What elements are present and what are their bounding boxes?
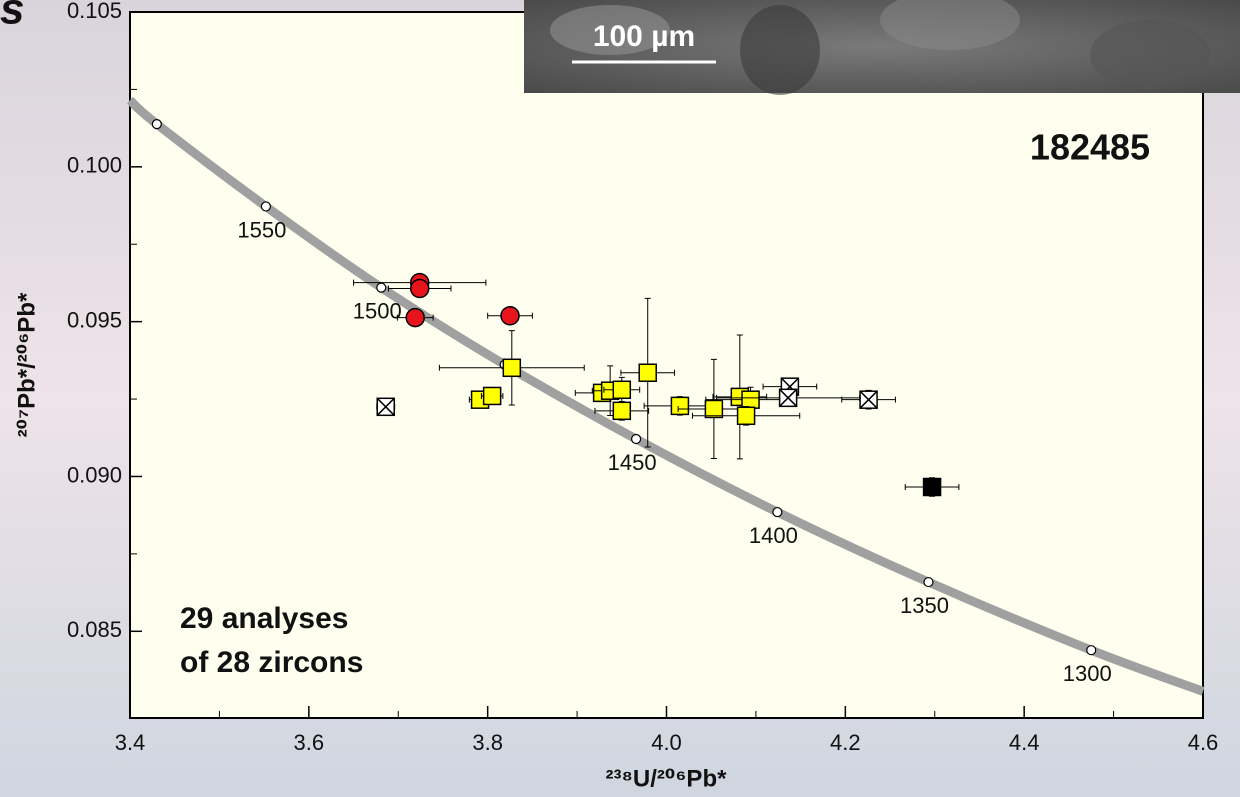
point-cross bbox=[779, 388, 798, 407]
x-tick-label: 4.0 bbox=[651, 730, 682, 755]
point bbox=[502, 358, 522, 378]
x-axis-title: ²³⁸U/²⁰⁶Pb* bbox=[606, 765, 728, 792]
point bbox=[612, 380, 632, 400]
point bbox=[612, 401, 632, 421]
x-tick-label: 4.6 bbox=[1188, 730, 1219, 755]
plot-area bbox=[129, 11, 1204, 719]
panel-letter: s bbox=[0, 0, 24, 34]
age-marker bbox=[260, 201, 272, 212]
x-tick-label: 3.4 bbox=[115, 730, 146, 755]
point bbox=[741, 390, 760, 409]
age-label: 1300 bbox=[1063, 661, 1112, 686]
sem-image: 100 µm bbox=[524, 0, 1240, 95]
point-cross bbox=[859, 390, 878, 409]
scale-bar-label: 100 µm bbox=[593, 20, 695, 53]
x-tick-label: 4.2 bbox=[830, 730, 861, 755]
age-label: 1500 bbox=[353, 298, 402, 323]
point bbox=[638, 363, 657, 382]
age-label: 1350 bbox=[900, 593, 949, 618]
age-label: 1400 bbox=[749, 523, 798, 548]
point bbox=[704, 399, 724, 419]
x-tick-label: 4.4 bbox=[1009, 730, 1040, 755]
image-texture bbox=[880, 0, 1020, 50]
y-tick-label: 0.090 bbox=[67, 462, 122, 487]
annotation: 29 analyses bbox=[180, 602, 348, 635]
point bbox=[922, 477, 942, 497]
x-tick-label: 3.8 bbox=[472, 730, 503, 755]
age-label: 1450 bbox=[608, 450, 657, 475]
age-marker bbox=[630, 433, 642, 445]
age-marker bbox=[923, 576, 934, 588]
point-cross bbox=[376, 397, 395, 416]
y-tick-label: 0.105 bbox=[67, 0, 122, 23]
age-label: 1550 bbox=[237, 217, 286, 242]
image-texture bbox=[1090, 20, 1210, 90]
age-marker bbox=[151, 118, 162, 130]
y-tick-label: 0.085 bbox=[67, 617, 122, 642]
y-axis-title: ²⁰⁷Pb*/²⁰⁶Pb* bbox=[13, 292, 40, 437]
y-tick-label: 0.100 bbox=[67, 153, 122, 178]
error-bars bbox=[691, 405, 801, 426]
annotation: of 28 zircons bbox=[180, 646, 363, 679]
point bbox=[409, 278, 430, 299]
age-marker bbox=[772, 506, 783, 518]
point bbox=[736, 406, 756, 426]
point bbox=[405, 307, 425, 328]
point bbox=[482, 386, 502, 406]
point bbox=[500, 306, 520, 326]
sample-label: 182485 bbox=[1030, 127, 1150, 168]
y-tick-label: 0.095 bbox=[67, 307, 122, 332]
x-tick-label: 3.6 bbox=[294, 730, 325, 755]
age-marker bbox=[1086, 645, 1097, 656]
image-texture bbox=[740, 5, 820, 95]
image-texture bbox=[550, 5, 670, 55]
point bbox=[670, 396, 690, 416]
concordia-curve bbox=[126, 96, 1205, 696]
plot: 3.4 3.6 3.8 4.0 4.2 4.4 4.6 0.085 0.090 0.095 0.10… bbox=[67, 0, 1218, 755]
age-marker bbox=[376, 282, 387, 293]
